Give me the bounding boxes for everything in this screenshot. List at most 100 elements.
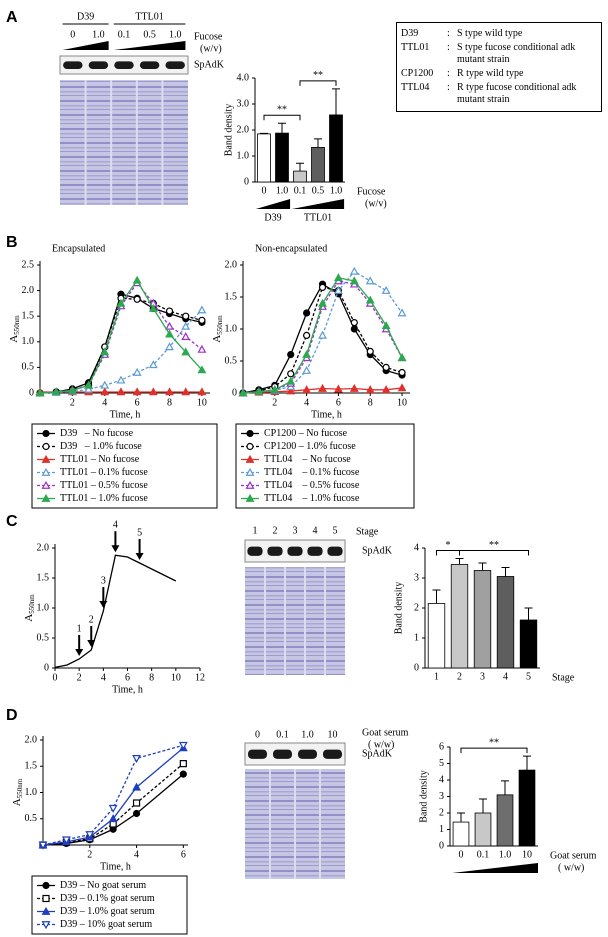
y-tick-label: 1.5	[37, 572, 50, 583]
y-tick-label: 0.5	[22, 362, 35, 373]
point	[365, 295, 375, 304]
point	[179, 760, 187, 768]
bar	[275, 132, 289, 183]
legend-marker	[41, 493, 51, 502]
lane-label: 3	[293, 525, 298, 536]
x-tick-label: 0.1	[477, 849, 490, 860]
point	[397, 353, 407, 362]
point	[181, 332, 191, 340]
strain: TTL01	[401, 42, 430, 53]
annotation-label: 4	[113, 519, 118, 530]
blot-band	[165, 61, 185, 69]
y-tick-label: 0	[414, 662, 419, 673]
y-axis-label: A550nm	[8, 315, 21, 343]
point	[197, 365, 207, 374]
point	[318, 330, 327, 339]
panel-letter: C	[6, 513, 18, 530]
point	[398, 368, 406, 377]
x-tick-label: 3	[480, 671, 485, 682]
bar	[519, 619, 538, 669]
point	[178, 741, 188, 750]
point	[148, 387, 158, 396]
point	[165, 307, 174, 315]
point	[132, 755, 141, 764]
point	[108, 804, 118, 813]
x-tick-label: 0	[262, 185, 267, 196]
y-tick-label: 3	[439, 791, 444, 802]
x-tick-label: 10	[397, 397, 407, 408]
blot-band	[287, 546, 303, 556]
x-tick-label: 1.0	[499, 849, 512, 860]
annotation-arrowhead	[99, 601, 108, 608]
bar	[257, 133, 271, 183]
significance-bracket	[299, 80, 337, 86]
legend-label: CP1200 – 1.0% fucose	[264, 441, 356, 452]
condition-label: Stage	[356, 526, 379, 537]
significance-label: **	[489, 540, 499, 551]
x-tick-label: 2	[457, 671, 462, 682]
sep: :	[447, 82, 450, 93]
bar	[473, 570, 492, 669]
legend-label: CP1200 – No fucose	[264, 428, 348, 439]
error-bar	[296, 162, 304, 172]
desc: S type wild type	[457, 28, 523, 39]
point	[132, 367, 142, 376]
x-tick-label: 5	[526, 671, 531, 682]
y-tick-label: 4.0	[237, 72, 250, 83]
legend-marker	[41, 467, 51, 476]
blot-band	[267, 546, 283, 556]
point	[148, 360, 158, 369]
legend-label: D39 – 1.0% fucose	[60, 441, 142, 452]
series-line	[42, 747, 184, 846]
annotation-arrowhead	[111, 545, 120, 553]
bar	[311, 147, 325, 183]
y-tick-label: 0	[439, 840, 444, 851]
y-tick-label: 0	[29, 387, 34, 398]
error-bar	[524, 607, 533, 620]
blot-band	[327, 546, 343, 556]
y-axis-label: A550nm	[211, 315, 224, 343]
y-axis-label: A550nm	[11, 778, 24, 806]
panel-letter: A	[6, 9, 18, 26]
legend-marker	[245, 493, 255, 502]
y-tick-label: 6	[439, 741, 444, 752]
point	[35, 388, 45, 397]
y-axis-label: A550nm	[23, 594, 36, 622]
x-axis-label: (w/v)	[365, 198, 387, 209]
point	[197, 344, 207, 353]
bar	[496, 576, 515, 669]
point	[334, 285, 343, 294]
point	[254, 387, 264, 396]
bar	[474, 812, 492, 847]
point	[165, 387, 174, 396]
x-axis-label: Time, h	[112, 684, 143, 695]
gradient-wedge	[62, 41, 109, 50]
legend-label: TTL04 – 0.5% fucose	[264, 480, 360, 491]
y-axis-label-sub: 550nm	[28, 594, 36, 614]
legend-label: D39 – 1.0% goat serum	[60, 906, 155, 917]
bar	[496, 794, 514, 847]
point	[165, 342, 174, 351]
condition-label: ( w/w)	[368, 739, 394, 750]
y-tick-label: 0	[244, 176, 249, 187]
y-axis-label-main: A	[11, 798, 23, 806]
error-bar	[457, 812, 465, 823]
error-bar	[478, 562, 487, 571]
point	[287, 370, 295, 378]
point	[238, 388, 248, 397]
x-tick-label: 2	[77, 672, 82, 683]
lane-label: 4	[313, 525, 318, 536]
significance-bracket	[436, 550, 460, 556]
y-axis-label-main: A	[211, 335, 223, 343]
point	[182, 312, 190, 320]
y-tick-label: 5	[439, 758, 444, 769]
point	[148, 303, 158, 312]
x-tick-label: 2	[70, 397, 75, 408]
x-axis-label: Time, h	[311, 409, 342, 420]
legend-label: D39 – No fucose	[60, 428, 134, 439]
y-tick-label: 1.0	[25, 787, 38, 798]
legend-box	[235, 423, 415, 509]
y-tick-label: 0	[232, 387, 237, 398]
legend-label: D39 – No goat serum	[60, 880, 146, 891]
point	[116, 375, 126, 384]
